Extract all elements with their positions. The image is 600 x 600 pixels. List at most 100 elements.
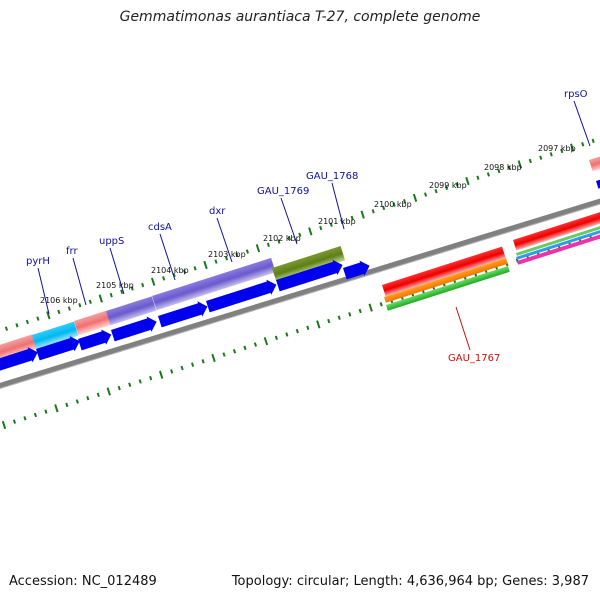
feature-bar-cyan: [32, 321, 79, 350]
tick-mark: [15, 323, 19, 328]
gene-label-dxr: dxr: [209, 206, 226, 217]
kbp-label: 2098 kbp: [484, 163, 522, 172]
tick-mark: [444, 185, 449, 191]
tick-mark: [591, 138, 595, 144]
feature-bar-purple: [152, 257, 276, 311]
kbp-label: 2103 kbp: [208, 250, 246, 259]
tick-mark: [224, 256, 229, 261]
tick-mark: [193, 266, 197, 271]
tick-mark: [434, 188, 438, 194]
feature-bar-green-shape: [516, 224, 600, 256]
backbone-line-shadow: [0, 203, 600, 389]
tick-mark: [4, 326, 9, 331]
tick-mark: [306, 325, 310, 330]
tick-track-upper: [4, 138, 595, 331]
gene-leader-line: [216, 217, 233, 263]
tick-mark: [170, 369, 174, 374]
gene-leader-line: [159, 233, 176, 281]
backbone-line: [0, 198, 600, 389]
gene-features: [0, 153, 600, 372]
tick-mark: [295, 328, 299, 334]
feature-bar-pink: [0, 334, 37, 361]
tick-mark: [350, 215, 354, 221]
tick-mark: [539, 155, 543, 160]
tick-mark: [67, 306, 71, 311]
kbp-label: 2099 kbp: [429, 181, 467, 190]
tick-mark: [54, 404, 59, 413]
tick-mark: [528, 158, 532, 164]
gene-leader-line: [72, 257, 87, 306]
gene-leader-line: [331, 182, 345, 230]
tick-mark: [497, 168, 501, 174]
feature-bar-magenta: [517, 232, 600, 265]
tick-mark: [243, 345, 247, 351]
cds-arrow: [0, 347, 38, 372]
topology-label: Topology:: [231, 574, 293, 589]
tick-mark: [327, 318, 331, 324]
gene-leader-line: [455, 306, 471, 351]
tick-mark: [266, 242, 270, 248]
tick-mark: [570, 143, 575, 152]
kbp-label: 2106 kbp: [40, 296, 78, 305]
cds-arrow: [111, 316, 157, 342]
cds-arrow-shape: [276, 259, 343, 292]
tick-mark: [57, 309, 61, 315]
tick-mark: [78, 302, 82, 308]
tick-mark: [120, 289, 124, 294]
gene-label-upps: uppS: [99, 236, 124, 247]
tick-mark: [382, 205, 386, 211]
feature-bar-orange-shape: [384, 257, 508, 303]
accession-info: Accession: NC_012489: [9, 574, 157, 589]
tick-mark: [86, 395, 90, 401]
tick-mark: [465, 177, 470, 186]
cds-arrow-shape: [36, 336, 80, 361]
tick-mark: [117, 385, 121, 391]
tick-mark: [158, 370, 164, 379]
feature-bar-pink-shape: [74, 310, 111, 336]
gene-leader-line: [37, 267, 50, 315]
gene-label-gau_1768: GAU_1768: [306, 171, 358, 182]
tick-mark: [549, 152, 553, 157]
genes-value: 3,987: [551, 574, 589, 589]
gene-leader-line: [573, 100, 591, 147]
feature-bar-purple-shape: [152, 257, 276, 311]
gene-leader-line: [109, 247, 125, 295]
tick-mark: [109, 292, 113, 298]
kbp-label: 2102 kbp: [263, 234, 301, 243]
gene-label-rpso: rpsO: [564, 89, 588, 100]
tick-mark: [128, 382, 132, 387]
tick-mark: [138, 379, 142, 384]
kbp-label: 2097 kbp: [538, 144, 576, 153]
tick-mark: [263, 337, 269, 346]
tick-mark: [65, 402, 69, 408]
tick-mark: [337, 315, 341, 320]
tick-mark: [1, 420, 7, 430]
cds-arrow-shape: [343, 260, 370, 280]
genome-backbone: [0, 198, 600, 389]
tick-mark: [141, 282, 145, 288]
cds-arrow-shape: [158, 301, 208, 328]
feature-bar-pink-shape: [0, 334, 37, 361]
feature-bar-olive: [272, 246, 346, 283]
gene-label-cdsa: cdsA: [148, 222, 172, 233]
tick-mark: [106, 387, 111, 396]
feature-bar-red: [382, 246, 506, 297]
genome-stats: Topology: circular; Length: 4,636,964 bp…: [232, 574, 589, 589]
tick-mark: [214, 259, 218, 264]
tick-mark: [285, 332, 289, 337]
kbp-label: 2105 kbp: [96, 281, 134, 290]
tick-mark: [149, 375, 153, 381]
gene-leader-line: [280, 197, 298, 245]
feature-bar-purple: [106, 296, 157, 326]
tick-mark: [25, 319, 29, 325]
tick-mark: [274, 335, 278, 341]
tick-mark: [203, 260, 208, 270]
feature-bar-magenta-shape: [517, 232, 600, 265]
tick-mark: [455, 182, 459, 187]
tick-mark: [46, 311, 51, 320]
feature-bar-pink: [589, 153, 600, 172]
tick-mark: [412, 193, 418, 203]
tick-mark: [277, 239, 281, 244]
cds-arrow-shape: [0, 347, 38, 372]
cds-arrow-shape: [78, 329, 112, 351]
